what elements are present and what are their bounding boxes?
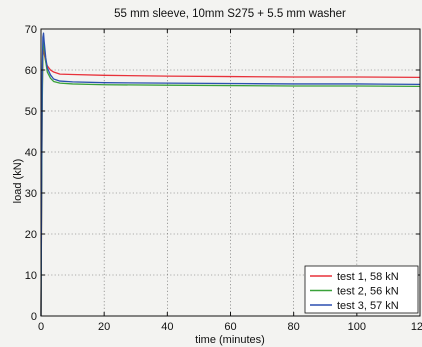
y-tick-label: 60	[25, 65, 37, 77]
x-tick-label: 80	[288, 321, 300, 333]
y-tick-label: 50	[25, 106, 37, 118]
series-lines	[40, 32, 421, 317]
legend-label: test 1, 58 kN	[337, 271, 399, 283]
x-tick-label: 60	[224, 321, 236, 333]
legend: test 1, 58 kN test 2, 56 kN test 3, 57 kN	[304, 265, 419, 314]
chart-title: 55 mm sleeve, 10mm S275 + 5.5 mm washer	[114, 8, 346, 20]
legend-label: test 2, 56 kN	[337, 286, 399, 298]
x-tick-label: 40	[161, 321, 173, 333]
y-tick-label: 70	[25, 24, 37, 36]
x-axis-label: time (minutes)	[195, 334, 265, 346]
y-axis-label: load (kN)	[12, 159, 24, 204]
y-tick-label: 40	[25, 147, 37, 159]
y-tick-label: 0	[31, 311, 37, 323]
x-tick-label: 20	[98, 321, 110, 333]
x-tick-label: 0	[38, 321, 44, 333]
x-tick-label: 120	[411, 321, 422, 333]
x-tick-label: 100	[348, 321, 366, 333]
legend-label: test 3, 57 kN	[337, 300, 399, 312]
axis-ticks: 0 20 40 60 80 100 120 0 10 20 30 40 50 60 70	[25, 24, 422, 333]
series-line-test-3	[40, 32, 421, 317]
y-tick-label: 20	[25, 229, 37, 241]
y-tick-label: 10	[25, 270, 37, 282]
y-tick-label: 30	[25, 188, 37, 200]
